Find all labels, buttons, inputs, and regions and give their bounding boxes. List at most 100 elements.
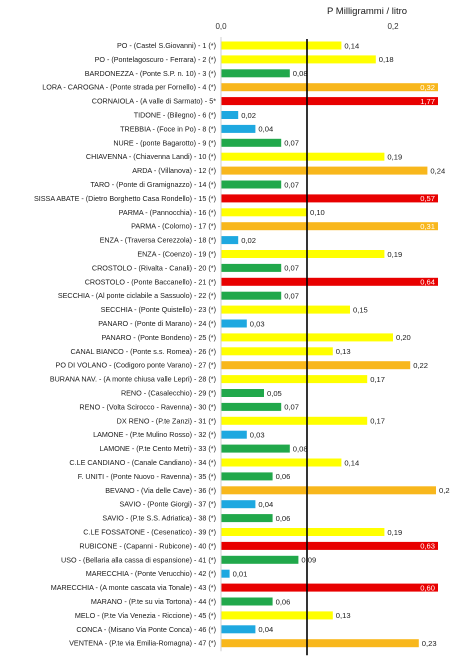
bar [221, 458, 342, 467]
category-label: F. UNITI - (Ponte Nuovo - Ravenna) - 35 … [78, 472, 216, 481]
data-label: 0,03 [250, 319, 265, 328]
data-label: 0,63 [420, 542, 435, 551]
bar [221, 389, 264, 397]
bar [221, 277, 438, 286]
category-label: DX RENO - (P.te Zanzi) - 31 (*) [117, 416, 216, 425]
category-label: LORA - CAROGNA - (Ponte strada per Forne… [42, 83, 216, 92]
data-label: 0,13 [336, 347, 351, 356]
data-label: 0,07 [284, 264, 299, 273]
category-label: PO - (Castel S.Giovanni) - 1 (*) [117, 41, 216, 50]
bar [221, 291, 282, 300]
bar [221, 402, 282, 411]
bar [221, 250, 385, 258]
data-label: 0,64 [420, 278, 435, 287]
bar [221, 55, 376, 64]
category-label: MARECCHIA - (A monte cascata via Tonale)… [51, 583, 216, 592]
data-label: 0,15 [353, 305, 368, 314]
data-label: 0,04 [258, 500, 273, 509]
category-label: MELO - (P.te Via Venezia - Riccione) - 4… [75, 611, 216, 620]
category-label: ENZA - (Coenzo) - 19 (*) [137, 250, 216, 259]
category-label: MARANO - (P.te su via Tortona) - 44 (*) [91, 597, 216, 606]
bar [221, 583, 438, 592]
chart-title: P Milligrammi / litro [327, 6, 407, 17]
bar [221, 166, 428, 175]
category-label: PARMA - (Pannocchia) - 16 (*) [119, 208, 216, 217]
bar [221, 180, 282, 189]
data-label: 0,24 [430, 166, 445, 175]
bar [221, 611, 333, 620]
bar [221, 555, 299, 564]
category-label: RUBICONE - (Capanni - Rubicone) - 40 (*) [79, 541, 216, 550]
data-label: 0,06 [276, 514, 291, 523]
category-label: BEVANO - (Via delle Cave) - 36 (*) [105, 486, 216, 495]
bar [221, 347, 333, 356]
category-label: RENO - (Casalecchio) - 29 (*) [121, 389, 216, 398]
bar [221, 528, 385, 536]
data-label: 0,01 [233, 570, 248, 579]
data-label: 0,25 [439, 486, 450, 495]
data-label: 0,31 [420, 222, 435, 231]
category-label: MARECCHIA - (Ponte Verucchio) - 42 (*) [86, 569, 216, 578]
x-tick-label: 0,2 [387, 22, 399, 31]
bar [221, 138, 282, 147]
data-label: 0,06 [276, 597, 291, 606]
data-label: 0,04 [258, 625, 273, 634]
bar [221, 152, 385, 161]
data-label: 0,17 [370, 417, 385, 426]
data-label: 0,22 [413, 361, 428, 370]
data-label: 0,02 [241, 236, 256, 245]
data-label: 1,77 [420, 97, 435, 106]
bar [221, 194, 438, 203]
category-label: PO DI VOLANO - (Codigoro ponte Varano) -… [56, 361, 216, 370]
category-label: CHIAVENNA - (Chiavenna Landi) - 10 (*) [86, 152, 216, 161]
category-label: SAVIO - (Ponte Giorgi) - 37 (*) [119, 500, 216, 509]
bar [221, 361, 411, 370]
bar [221, 319, 247, 328]
data-label: 0,05 [267, 389, 282, 398]
bar [221, 83, 438, 92]
category-labels: PO - (Castel S.Giovanni) - 1 (*) PO - (Po… [34, 41, 216, 648]
bar [221, 500, 256, 509]
bar [221, 41, 342, 50]
bar [221, 305, 350, 314]
data-label: 0,08 [293, 444, 308, 453]
category-label: RENO - (Volta Scirocco - Ravenna) - 30 (… [79, 402, 216, 411]
data-label: 0,18 [379, 55, 394, 64]
x-tick-label: 0,0 [215, 22, 227, 31]
bar [221, 625, 256, 634]
data-label: 0,14 [344, 41, 359, 50]
bar [221, 236, 239, 245]
bar [221, 472, 273, 481]
data-label: 0,03 [250, 431, 265, 440]
bar [221, 430, 247, 439]
category-label: PANARO - (Ponte di Marano) - 24 (*) [98, 319, 216, 328]
bar [221, 375, 368, 384]
bar [221, 416, 368, 425]
category-label: CANAL BIANCO - (Ponte s.s. Romea) - 26 (… [70, 347, 216, 356]
data-label: 0,04 [258, 125, 273, 134]
category-label: TARO - (Ponte di Gramignazzo) - 14 (*) [90, 180, 216, 189]
category-label: SECCHIA - (Al ponte ciclabile a Sassuolo… [58, 291, 216, 300]
category-label: C.LE CANDIANO - (Canale Candiano) - 34 (… [69, 458, 216, 467]
bars-group [221, 41, 438, 648]
bar [221, 597, 273, 606]
data-label: 0,08 [293, 69, 308, 78]
data-label: 0,10 [310, 208, 325, 217]
data-label: 0,07 [284, 139, 299, 148]
bar [221, 69, 290, 78]
category-label: SAVIO - (P.te S.S. Adriatica) - 38 (*) [102, 514, 216, 523]
x-axis-ticks: 0,00,20,4 [215, 22, 399, 31]
category-label: VENTENA - (P.te via Emilia-Romagna) - 47… [69, 639, 216, 648]
category-label: USO - (Bellaria alla cassa di espansione… [61, 555, 216, 564]
bar [221, 97, 438, 106]
bar [221, 514, 273, 523]
data-label: 0,57 [420, 194, 435, 203]
data-label: 0,60 [420, 583, 435, 592]
category-label: LAMONE - (P.te Cento Metri) - 33 (*) [100, 444, 217, 453]
bar [221, 541, 438, 550]
data-label: 0,02 [241, 111, 256, 120]
category-label: CONCA - (Misano Via Ponte Conca) - 46 (*… [76, 625, 216, 634]
category-label: PANARO - (Ponte Bondeno) - 25 (*) [101, 333, 216, 342]
data-label: 0,19 [387, 153, 402, 162]
data-label: 0,17 [370, 375, 385, 384]
